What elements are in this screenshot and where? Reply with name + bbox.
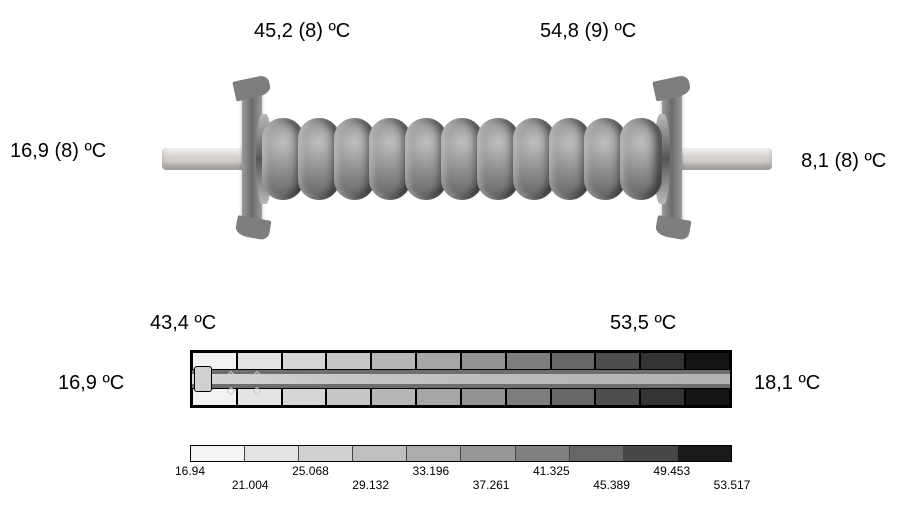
- colorbar-tick: 25.068: [292, 464, 329, 478]
- outlet-rod: [672, 148, 772, 170]
- ceramic-rings: [262, 118, 662, 200]
- colorbar-swatch: [244, 446, 298, 461]
- reactor-photo: [122, 48, 802, 258]
- temp-outlet-measured: 18,1 (8) ºC: [790, 150, 886, 173]
- colorbar-swatch: [460, 446, 514, 461]
- temp-outlet-sim: 18,1 ºC: [754, 372, 820, 395]
- colorbar-ticks: 16.9421.00425.06829.13233.19637.26141.32…: [190, 464, 732, 482]
- temp-ring-right-sim: 53,5 ºC: [610, 312, 676, 335]
- sim-fluid-core: [192, 374, 730, 384]
- colorbar-tick: 16.94: [175, 464, 205, 478]
- colorbar: [190, 445, 732, 462]
- simulation-heatmap: [190, 350, 732, 408]
- ceramic-ring: [620, 118, 662, 200]
- sim-inlet-cap: [194, 366, 212, 392]
- colorbar-tick: 49.453: [653, 464, 690, 478]
- colorbar-tick: 41.325: [533, 464, 570, 478]
- temp-ring-right-measured: 54,8 (9) ºC: [540, 20, 636, 43]
- colorbar-swatch: [677, 446, 731, 461]
- colorbar-swatch: [406, 446, 460, 461]
- colorbar-tick: 21.004: [232, 478, 269, 492]
- colorbar-tick: 29.132: [352, 478, 389, 492]
- temp-inlet-sim: 16,9 ºC: [58, 372, 124, 395]
- colorbar-swatch: [352, 446, 406, 461]
- colorbar-swatch: [515, 446, 569, 461]
- colorbar-swatch: [569, 446, 623, 461]
- temp-ring-left-measured: 45,2 (8) ºC: [254, 20, 350, 43]
- temp-ring-left-sim: 43,4 ºC: [150, 312, 216, 335]
- colorbar-tick: 33.196: [413, 464, 450, 478]
- colorbar-tick: 53.517: [714, 478, 751, 492]
- colorbar-tick: 45.389: [593, 478, 630, 492]
- colorbar-swatch: [191, 446, 244, 461]
- temp-inlet-measured: 16,9 (8) ºC: [10, 140, 106, 163]
- colorbar-swatch: [623, 446, 677, 461]
- colorbar-swatch: [298, 446, 352, 461]
- colorbar-tick: 37.261: [473, 478, 510, 492]
